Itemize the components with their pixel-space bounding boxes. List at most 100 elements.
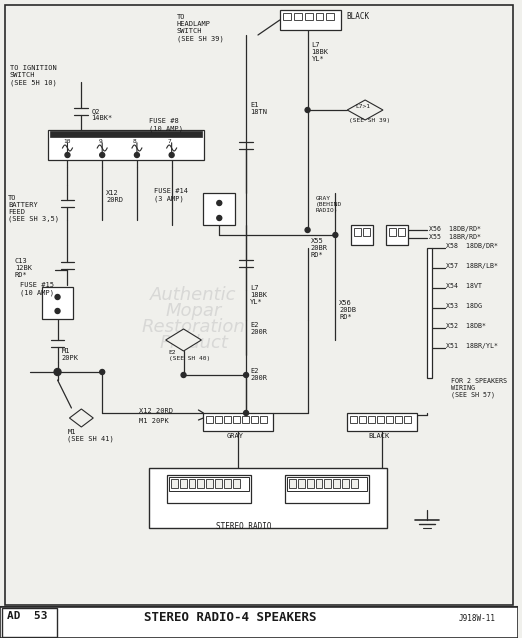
Bar bbox=[206, 479, 213, 488]
Bar bbox=[325, 479, 331, 488]
Bar bbox=[48, 130, 205, 160]
Text: 9: 9 bbox=[98, 139, 102, 144]
Bar bbox=[188, 479, 195, 488]
Text: 7: 7 bbox=[168, 139, 171, 144]
Circle shape bbox=[181, 373, 186, 378]
Bar bbox=[171, 479, 177, 488]
Bar bbox=[398, 228, 405, 236]
Text: TO
BATTERY
FEED
(SEE SH 3,5): TO BATTERY FEED (SEE SH 3,5) bbox=[8, 195, 59, 223]
Text: X57  18BR/LB*: X57 18BR/LB* bbox=[446, 263, 499, 269]
Text: L7>1: L7>1 bbox=[355, 104, 370, 109]
Circle shape bbox=[217, 216, 222, 221]
Circle shape bbox=[244, 373, 248, 378]
Text: X54  18VT: X54 18VT bbox=[446, 283, 482, 289]
Bar bbox=[0, 607, 518, 638]
Text: AD  53: AD 53 bbox=[7, 611, 48, 621]
Bar bbox=[326, 13, 335, 20]
Text: J918W-11: J918W-11 bbox=[458, 614, 495, 623]
Text: FUSE #8
(10 AMP): FUSE #8 (10 AMP) bbox=[149, 118, 183, 131]
Circle shape bbox=[305, 107, 310, 112]
Bar bbox=[389, 228, 396, 236]
Text: STEREO RADIO: STEREO RADIO bbox=[216, 522, 272, 531]
Text: X12
20RD: X12 20RD bbox=[106, 190, 123, 203]
Bar bbox=[50, 131, 203, 137]
Circle shape bbox=[333, 232, 338, 237]
Text: X52  18DB*: X52 18DB* bbox=[446, 323, 487, 329]
Text: Authentic: Authentic bbox=[150, 286, 237, 304]
Bar bbox=[386, 416, 393, 423]
Text: L7
18BK
YL*: L7 18BK YL* bbox=[250, 285, 267, 305]
Text: E2
200R: E2 200R bbox=[250, 368, 267, 381]
Text: M1
20PK: M1 20PK bbox=[62, 348, 78, 361]
Bar bbox=[354, 228, 361, 236]
Circle shape bbox=[100, 152, 105, 158]
Text: X12 20RD: X12 20RD bbox=[139, 408, 173, 414]
Polygon shape bbox=[165, 329, 201, 351]
Text: X56  18DB/RD*: X56 18DB/RD* bbox=[429, 226, 481, 232]
Text: X58  18DB/DR*: X58 18DB/DR* bbox=[446, 243, 499, 249]
Bar bbox=[204, 413, 273, 431]
Circle shape bbox=[305, 228, 310, 232]
Text: Q2
14BK*: Q2 14BK* bbox=[91, 108, 113, 121]
Text: FUSE #14
(3 AMP): FUSE #14 (3 AMP) bbox=[154, 188, 188, 202]
Bar bbox=[180, 479, 186, 488]
Circle shape bbox=[135, 152, 139, 158]
Text: GRAY: GRAY bbox=[226, 433, 243, 439]
Bar bbox=[350, 416, 357, 423]
Bar bbox=[351, 479, 358, 488]
Bar bbox=[287, 477, 367, 491]
Text: 8: 8 bbox=[133, 139, 137, 144]
Text: TO
HEADLAMP
SWITCH
(SEE SH 39): TO HEADLAMP SWITCH (SEE SH 39) bbox=[176, 14, 223, 41]
Bar bbox=[283, 13, 291, 20]
Text: BLACK: BLACK bbox=[368, 433, 389, 439]
Bar bbox=[233, 479, 240, 488]
Text: Product: Product bbox=[159, 334, 228, 352]
Bar bbox=[42, 287, 74, 319]
Circle shape bbox=[65, 152, 70, 158]
Circle shape bbox=[217, 200, 222, 205]
Bar bbox=[224, 416, 231, 423]
Bar bbox=[204, 193, 235, 225]
Bar bbox=[215, 416, 222, 423]
Text: (SEE SH 39): (SEE SH 39) bbox=[349, 118, 390, 123]
Bar bbox=[315, 13, 324, 20]
Bar bbox=[404, 416, 411, 423]
Text: M1
(SEE SH 41): M1 (SEE SH 41) bbox=[67, 429, 114, 443]
Polygon shape bbox=[69, 409, 93, 427]
Bar bbox=[167, 475, 251, 503]
Text: X51  18BR/YL*: X51 18BR/YL* bbox=[446, 343, 499, 349]
Bar bbox=[342, 479, 349, 488]
Bar bbox=[377, 416, 384, 423]
Circle shape bbox=[169, 152, 174, 158]
Bar bbox=[351, 225, 373, 245]
Bar bbox=[169, 477, 249, 491]
Text: GRAY
(BEHIND
RADIO): GRAY (BEHIND RADIO) bbox=[315, 196, 342, 212]
Bar bbox=[2, 608, 56, 637]
Text: TO IGNITION
SWITCH
(SEE 5H 10): TO IGNITION SWITCH (SEE 5H 10) bbox=[10, 65, 57, 85]
Text: M1 20PK: M1 20PK bbox=[139, 418, 169, 424]
Text: X53  18DG: X53 18DG bbox=[446, 303, 482, 309]
Circle shape bbox=[100, 369, 105, 375]
Text: X55  18BR/RD*: X55 18BR/RD* bbox=[429, 234, 481, 240]
Text: L7
18BK
YL*: L7 18BK YL* bbox=[312, 42, 328, 62]
Bar bbox=[426, 248, 432, 378]
Text: Restoration: Restoration bbox=[141, 318, 245, 336]
Bar bbox=[305, 13, 313, 20]
Text: 10: 10 bbox=[64, 139, 71, 144]
Bar bbox=[206, 416, 213, 423]
Text: BLACK: BLACK bbox=[346, 12, 370, 21]
Bar bbox=[224, 479, 231, 488]
Bar bbox=[242, 416, 249, 423]
Text: E2
200R: E2 200R bbox=[250, 322, 267, 335]
Text: C13
12BK
RD*: C13 12BK RD* bbox=[15, 258, 32, 278]
Circle shape bbox=[55, 295, 60, 299]
Text: FOR 2 SPEAKERS
WIRING
(SEE SH 57): FOR 2 SPEAKERS WIRING (SEE SH 57) bbox=[452, 378, 507, 399]
Bar bbox=[315, 479, 323, 488]
Text: Mopar: Mopar bbox=[165, 302, 222, 320]
Bar bbox=[215, 479, 222, 488]
Bar bbox=[294, 13, 302, 20]
Circle shape bbox=[55, 309, 60, 313]
Bar bbox=[368, 416, 375, 423]
Bar bbox=[306, 479, 314, 488]
Bar bbox=[233, 416, 240, 423]
